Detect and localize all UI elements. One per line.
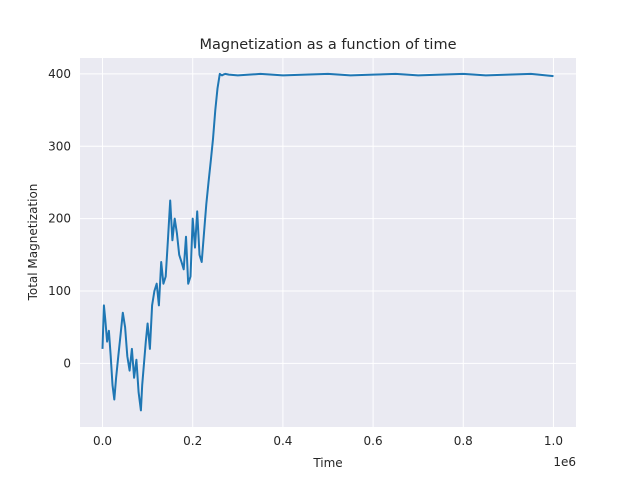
y-tick-label: 0 [63,356,71,370]
y-tick-label: 400 [48,67,71,81]
x-tick-label: 1.0 [544,434,563,448]
y-axis-label: Total Magnetization [26,184,40,302]
y-tick-label: 100 [48,284,71,298]
plot-area [80,58,576,427]
y-tick-label: 200 [48,212,71,226]
x-tick-label: 0.2 [183,434,202,448]
grid-lines [80,58,576,427]
x-axis-label: Time [312,456,342,470]
series-layer [101,72,554,412]
magnetization-series-line [101,72,554,412]
x-tick-label: 0.4 [273,434,292,448]
x-tick-label: 0.8 [454,434,473,448]
chart-title: Magnetization as a function of time [199,37,456,53]
x-tick-label: 0.0 [93,434,112,448]
x-tick-label: 0.6 [364,434,383,448]
x-offset-label: 1e6 [553,455,576,469]
y-tick-labels: 0 100 200 300 400 [48,67,71,370]
x-tick-labels: 0.0 0.2 0.4 0.6 0.8 1.0 [93,434,563,448]
y-tick-label: 300 [48,139,71,153]
